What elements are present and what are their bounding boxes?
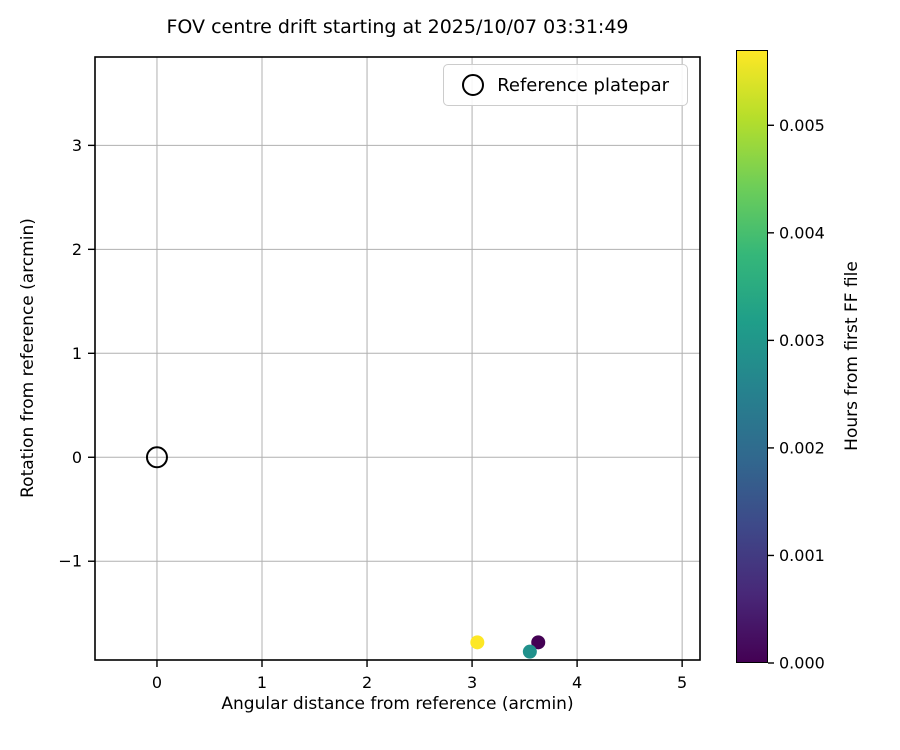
y-tick-label: −1 — [58, 552, 82, 571]
y-tick-label: 1 — [72, 344, 82, 363]
x-tick-label: 2 — [362, 673, 372, 692]
x-tick-label: 5 — [677, 673, 687, 692]
reference-platepar-marker — [145, 446, 168, 469]
y-tick-label: 3 — [72, 136, 82, 155]
colorbar-tick-label: 0.003 — [779, 331, 825, 350]
legend: Reference platepar — [443, 64, 688, 106]
chart-title: FOV centre drift starting at 2025/10/07 … — [166, 16, 629, 38]
x-tick-label: 4 — [572, 673, 582, 692]
reference-platepar-marker-icon — [462, 74, 485, 96]
colorbar-tick-label: 0.002 — [779, 438, 825, 457]
data-point — [470, 635, 485, 650]
x-tick-label: 0 — [152, 673, 162, 692]
colorbar-tick-label: 0.005 — [779, 116, 825, 135]
legend-label: Reference platepar — [497, 74, 669, 96]
x-tick-label: 1 — [257, 673, 267, 692]
y-tick-label: 2 — [72, 240, 82, 259]
colorbar-tick-label: 0.004 — [779, 223, 825, 242]
x-axis-label: Angular distance from reference (arcmin) — [221, 694, 574, 714]
data-point — [531, 635, 546, 650]
axes-spines — [94, 56, 701, 661]
data-point — [522, 644, 537, 659]
y-axis-label: Rotation from reference (arcmin) — [18, 218, 38, 498]
colorbar-label: Hours from first FF file — [842, 261, 862, 451]
y-tick-label: 0 — [72, 448, 82, 467]
colorbar-tick-label: 0.001 — [779, 546, 825, 565]
colorbar — [736, 50, 768, 663]
colorbar-tick-label: 0.000 — [779, 654, 825, 673]
x-tick-label: 3 — [467, 673, 477, 692]
